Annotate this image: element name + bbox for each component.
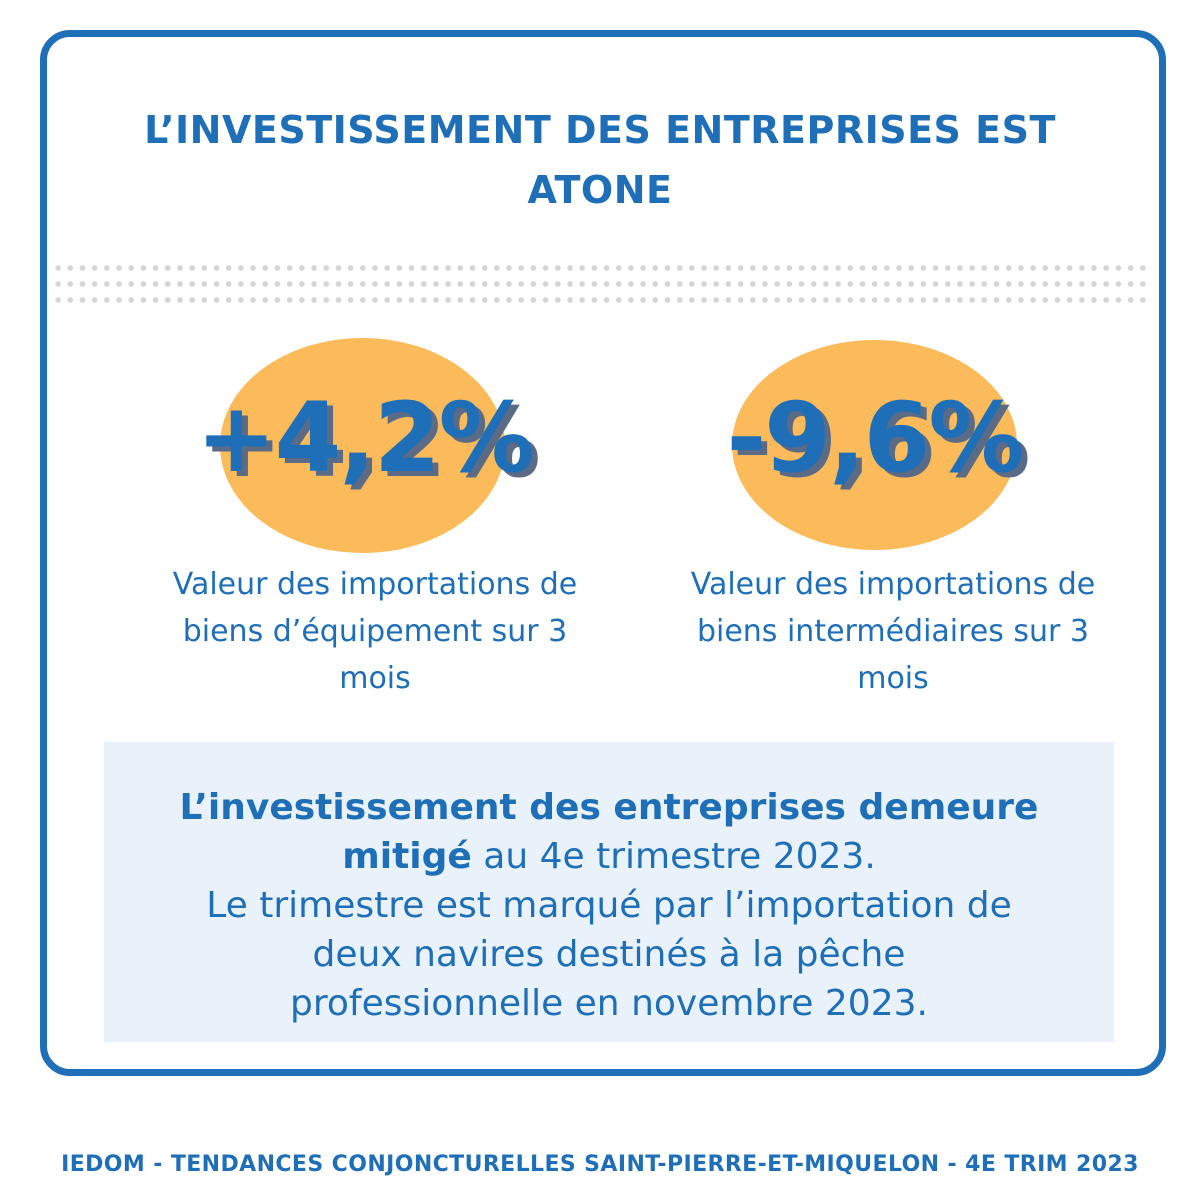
dotted-divider-bottom	[52, 295, 1150, 305]
caption-line: biens d’équipement sur 3	[182, 614, 568, 649]
footer-source: IEDOM - TENDANCES CONJONCTURELLES SAINT-…	[61, 1152, 1139, 1177]
summary-line-2-rest: au 4e trimestre 2023.	[471, 836, 876, 877]
stat-highlight-ellipse-2	[732, 340, 1017, 550]
summary-bold-word: mitigé	[342, 836, 472, 877]
summary-text: L’investissement des entreprises demeure…	[104, 783, 1114, 1028]
stat-highlight-ellipse-1	[220, 338, 505, 553]
dotted-divider-middle	[52, 279, 1150, 289]
summary-line-5: professionnelle en novembre 2023.	[290, 983, 928, 1024]
caption-line: Valeur des importations de	[690, 567, 1096, 602]
caption-line: biens intermédiaires sur 3	[696, 614, 1090, 649]
stat-caption-equipment: Valeur des importations de biens d’équip…	[120, 561, 630, 702]
stat-value-equipment: +4,2%	[196, 382, 535, 494]
page-title: L’INVESTISSEMENT DES ENTREPRISES EST ATO…	[0, 100, 1200, 220]
dotted-divider-top	[52, 263, 1150, 273]
stat-caption-intermediate: Valeur des importations de biens intermé…	[638, 561, 1148, 702]
summary-box	[104, 742, 1114, 1042]
stat-value-intermediate: -9,6%	[726, 382, 1024, 494]
caption-line: mois	[339, 661, 411, 696]
summary-line-4: deux navires destinés à la pêche	[312, 934, 906, 975]
summary-line-2: mitigé au 4e trimestre 2023.	[104, 832, 1114, 881]
title-line-2: ATONE	[527, 168, 673, 212]
summary-line-3: Le trimestre est marqué par l’importatio…	[206, 885, 1012, 926]
caption-line: Valeur des importations de	[172, 567, 578, 602]
caption-line: mois	[857, 661, 929, 696]
title-line-1: L’INVESTISSEMENT DES ENTREPRISES EST	[144, 108, 1056, 152]
summary-bold-line: L’investissement des entreprises demeure	[179, 787, 1039, 828]
